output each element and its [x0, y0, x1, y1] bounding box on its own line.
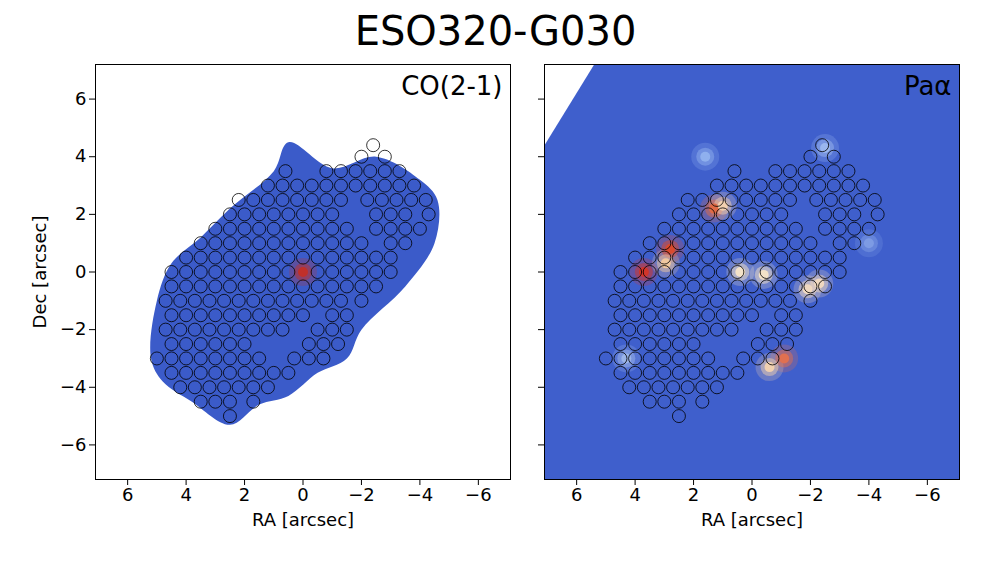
- svg-text:RA [arcsec]: RA [arcsec]: [701, 509, 803, 530]
- svg-text:−4: −4: [407, 484, 434, 505]
- svg-text:4: 4: [180, 484, 191, 505]
- svg-text:0: 0: [746, 484, 757, 505]
- svg-text:−4: −4: [856, 484, 883, 505]
- svg-text:0: 0: [297, 484, 308, 505]
- svg-text:2: 2: [688, 484, 699, 505]
- svg-text:−6: −6: [914, 484, 941, 505]
- svg-text:6: 6: [122, 484, 133, 505]
- svg-text:4: 4: [75, 145, 86, 166]
- svg-text:Paα: Paα: [904, 71, 952, 101]
- svg-text:2: 2: [239, 484, 250, 505]
- svg-text:−6: −6: [465, 484, 492, 505]
- svg-text:CO(2-1): CO(2-1): [401, 71, 502, 101]
- svg-text:2: 2: [75, 203, 86, 224]
- svg-text:−4: −4: [60, 376, 87, 397]
- svg-text:4: 4: [629, 484, 640, 505]
- svg-text:0: 0: [75, 261, 86, 282]
- svg-text:RA [arcsec]: RA [arcsec]: [252, 509, 354, 530]
- html-text:ESO320-G030: ESO320-G030: [354, 8, 637, 54]
- svg-text:−2: −2: [797, 484, 824, 505]
- svg-text:−6: −6: [60, 434, 87, 455]
- svg-text:6: 6: [75, 88, 86, 109]
- svg-text:6: 6: [571, 484, 582, 505]
- svg-text:−2: −2: [348, 484, 375, 505]
- svg-text:Dec [arcsec]: Dec [arcsec]: [29, 216, 50, 329]
- svg-text:−2: −2: [60, 318, 87, 339]
